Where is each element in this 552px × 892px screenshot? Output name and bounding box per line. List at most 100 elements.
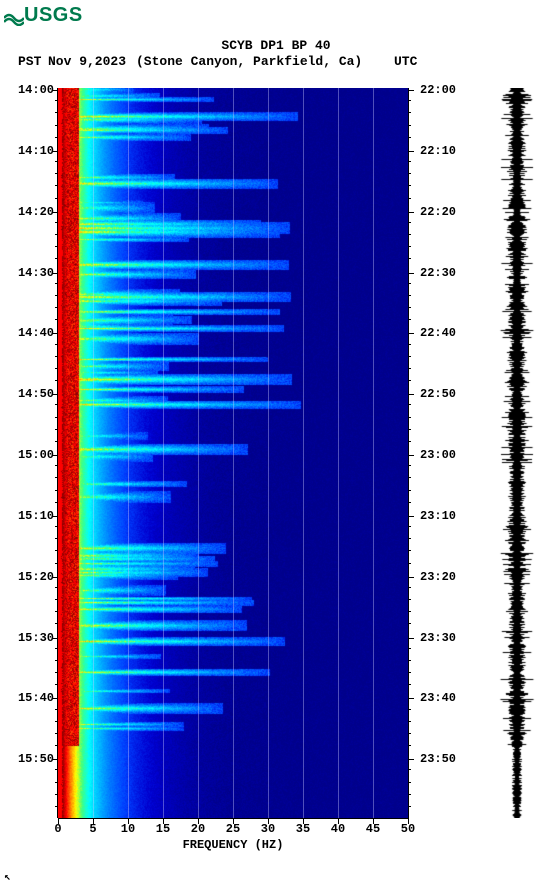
gridline — [303, 88, 304, 818]
gridline — [268, 88, 269, 818]
ytick-minor — [55, 441, 58, 442]
gridline — [233, 88, 234, 818]
ytick-right: 22:40 — [420, 326, 456, 340]
ytick-minor — [408, 745, 411, 746]
right-tz-label: UTC — [394, 54, 417, 69]
ytick-minor — [55, 623, 58, 624]
ytick-minor — [408, 526, 411, 527]
ytick-minor — [55, 599, 58, 600]
ytick-mark — [52, 394, 58, 395]
ytick-minor — [55, 769, 58, 770]
ytick-left: 15:10 — [18, 509, 54, 523]
ytick-minor — [408, 125, 411, 126]
ytick-minor — [408, 769, 411, 770]
ytick-mark — [408, 212, 414, 213]
xtick-label: 20 — [191, 822, 205, 836]
ytick-minor — [55, 173, 58, 174]
ytick-minor — [55, 307, 58, 308]
station-label: (Stone Canyon, Parkfield, Ca) — [136, 54, 362, 69]
ytick-minor — [408, 587, 411, 588]
xtick-mark — [58, 818, 59, 824]
xtick-mark — [303, 818, 304, 824]
ytick-mark — [52, 333, 58, 334]
gridline — [198, 88, 199, 818]
ytick-minor — [408, 380, 411, 381]
ytick-left: 14:20 — [18, 205, 54, 219]
ytick-minor — [55, 660, 58, 661]
ytick-minor — [55, 806, 58, 807]
ytick-minor — [55, 404, 58, 405]
ytick-mark — [52, 212, 58, 213]
ytick-minor — [408, 684, 411, 685]
ytick-mark — [408, 273, 414, 274]
ytick-mark — [408, 151, 414, 152]
ytick-minor — [55, 198, 58, 199]
ytick-minor — [408, 794, 411, 795]
xtick-mark — [373, 818, 374, 824]
ytick-minor — [55, 563, 58, 564]
ytick-minor — [408, 599, 411, 600]
ytick-minor — [55, 429, 58, 430]
ytick-minor — [408, 100, 411, 101]
ytick-minor — [408, 222, 411, 223]
ytick-left: 14:00 — [18, 83, 54, 97]
xtick-mark — [163, 818, 164, 824]
ytick-minor — [408, 648, 411, 649]
ytick-minor — [408, 611, 411, 612]
xtick-label: 5 — [89, 822, 96, 836]
ytick-minor — [408, 490, 411, 491]
ytick-minor — [55, 380, 58, 381]
ytick-right: 22:30 — [420, 266, 456, 280]
gridline — [338, 88, 339, 818]
ytick-minor — [55, 161, 58, 162]
ytick-minor — [55, 417, 58, 418]
ytick-mark — [408, 638, 414, 639]
ytick-minor — [55, 684, 58, 685]
ytick-minor — [408, 112, 411, 113]
waveform-trace — [498, 88, 536, 818]
ytick-minor — [408, 356, 411, 357]
xtick-label: 15 — [156, 822, 170, 836]
ytick-right: 23:50 — [420, 752, 456, 766]
gridline — [373, 88, 374, 818]
ytick-minor — [408, 429, 411, 430]
ytick-minor — [55, 185, 58, 186]
ytick-mark — [408, 455, 414, 456]
ytick-minor — [55, 295, 58, 296]
ytick-minor — [408, 782, 411, 783]
usgs-logo: USGS — [4, 4, 83, 27]
ytick-right: 23:20 — [420, 570, 456, 584]
ytick-minor — [408, 307, 411, 308]
ytick-minor — [408, 198, 411, 199]
ytick-minor — [55, 368, 58, 369]
ytick-mark — [408, 394, 414, 395]
ytick-minor — [408, 404, 411, 405]
ytick-right: 23:30 — [420, 631, 456, 645]
ytick-minor — [408, 806, 411, 807]
wave-icon — [4, 6, 24, 26]
xtick-label: 10 — [121, 822, 135, 836]
ytick-right: 22:00 — [420, 83, 456, 97]
ytick-right: 23:00 — [420, 448, 456, 462]
ytick-minor — [55, 721, 58, 722]
ytick-mark — [408, 333, 414, 334]
ytick-minor — [55, 550, 58, 551]
ytick-mark — [408, 759, 414, 760]
ytick-minor — [55, 745, 58, 746]
left-tz-label: PST — [18, 54, 41, 69]
ytick-minor — [408, 234, 411, 235]
ytick-minor — [55, 526, 58, 527]
ytick-left: 15:20 — [18, 570, 54, 584]
xtick-mark — [338, 818, 339, 824]
ytick-minor — [55, 344, 58, 345]
ytick-minor — [55, 356, 58, 357]
ytick-minor — [55, 246, 58, 247]
xtick-label: 40 — [331, 822, 345, 836]
chart-title: SCYB DP1 BP 40 — [0, 38, 552, 53]
ytick-minor — [55, 490, 58, 491]
ytick-minor — [408, 502, 411, 503]
ytick-minor — [408, 672, 411, 673]
xtick-label: 50 — [401, 822, 415, 836]
ytick-mark — [408, 577, 414, 578]
xtick-mark — [198, 818, 199, 824]
